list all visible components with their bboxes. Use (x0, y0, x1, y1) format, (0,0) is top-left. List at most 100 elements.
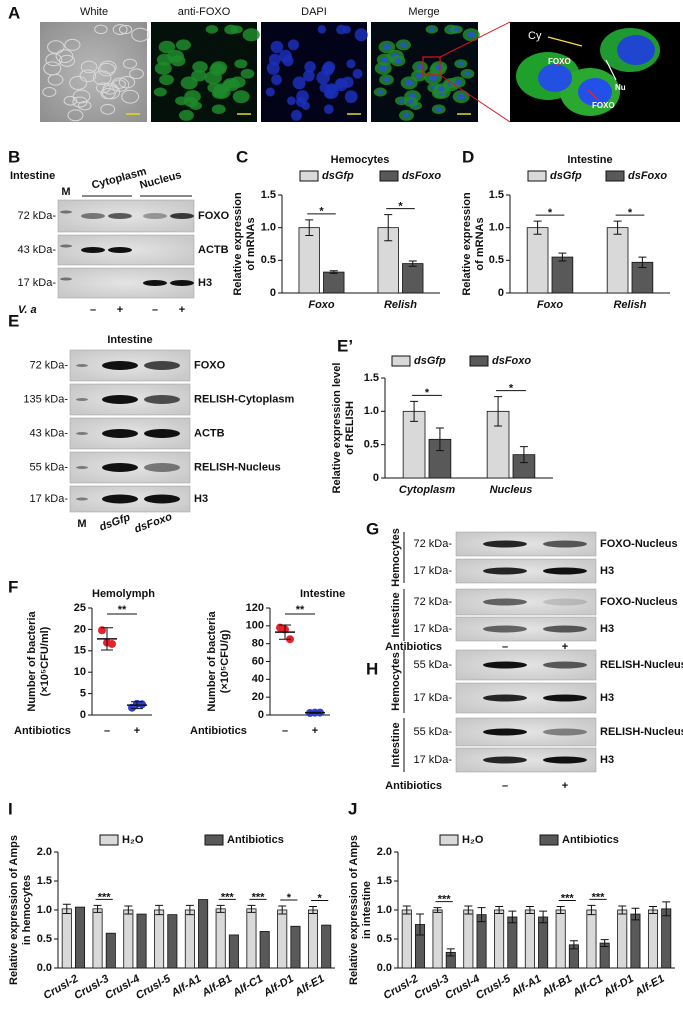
x-tick-label: Crusl-3 (412, 973, 451, 1002)
cell (67, 109, 84, 122)
band (102, 361, 138, 370)
y-tick-label: 25 (74, 602, 86, 614)
x-tick-label: Alf-C1 (230, 973, 265, 1000)
error-bar (587, 904, 596, 916)
band (170, 280, 194, 286)
cell (55, 49, 74, 64)
y-axis-label: Relative expression (461, 192, 473, 296)
cell (112, 24, 128, 36)
bar (307, 909, 319, 969)
error-bar (309, 711, 321, 714)
y-tick-label: 0.0 (377, 962, 392, 974)
legend-label: H₂O (122, 834, 144, 846)
band (143, 213, 167, 219)
error-bar (101, 627, 113, 651)
band-label: RELISH-Nucleus (600, 726, 683, 738)
legend-label: dsFoxo (402, 170, 441, 182)
bar (136, 913, 147, 969)
error-bar (216, 904, 225, 913)
cell (69, 75, 88, 90)
cell (95, 82, 111, 94)
marker-label: 17 kDa- (413, 754, 452, 766)
nucleus (454, 79, 462, 86)
band-label: RELISH-Nucleus (600, 659, 683, 671)
legend-swatch (391, 355, 411, 367)
bar (526, 227, 549, 294)
band (102, 429, 138, 438)
nucleus (403, 112, 410, 119)
marker-label: 43 kDa- (17, 244, 56, 256)
y-axis-label: of RELISH (344, 401, 356, 455)
bar (92, 908, 103, 969)
image-title: Merge (408, 6, 439, 18)
error-bar (600, 939, 609, 948)
chart-title: Hemocytes (331, 154, 390, 166)
bar (647, 909, 659, 969)
treatment-label: V. a (18, 304, 37, 316)
y-tick-label: 1.5 (364, 372, 379, 384)
legend-label: dsGfp (550, 170, 582, 182)
panel-label: A (8, 3, 20, 22)
cell (344, 90, 358, 104)
error-bar (519, 446, 528, 464)
x-tick-label: Alf-D1 (261, 973, 296, 1000)
significance-label: * (425, 387, 430, 399)
y-tick-label: 2.0 (37, 846, 52, 858)
legend-swatch (204, 834, 224, 846)
cell (94, 24, 108, 35)
panel-label: I (8, 799, 13, 818)
legend-swatch (539, 834, 559, 846)
significance-label: *** (252, 891, 266, 903)
x-tick-label: Alf-D1 (601, 973, 636, 1000)
cell (352, 68, 363, 79)
bar (323, 271, 345, 294)
error-bar (131, 701, 143, 710)
panel-label: E (8, 311, 19, 330)
y-tick-label: 1.0 (261, 222, 276, 234)
band (543, 694, 587, 702)
tissue-label: Intestine (390, 722, 402, 767)
band-label: H3 (600, 623, 614, 635)
band (76, 497, 88, 501)
cell (129, 68, 144, 80)
bar (167, 914, 178, 969)
x-axis-label: Antibiotics (190, 725, 247, 737)
band (144, 463, 180, 472)
y-tick-label: 1.5 (377, 875, 392, 887)
x-tick-label: Cytoplasm (399, 484, 455, 496)
cell (287, 39, 299, 51)
cell (234, 59, 248, 69)
legend-swatch (379, 170, 399, 182)
x-tick-label: Nucleus (490, 484, 533, 496)
x-tick-label: Crusl-2 (42, 973, 81, 1002)
legend-label: dsFoxo (628, 170, 667, 182)
band (144, 429, 180, 438)
error-bar (558, 252, 567, 262)
cell (265, 87, 275, 97)
cell (118, 24, 133, 35)
band (170, 213, 194, 219)
band (144, 361, 180, 370)
marker-label: 17 kDa- (17, 277, 56, 289)
x-tick-label: + (312, 725, 318, 737)
y-tick-label: 2.0 (377, 846, 392, 858)
bar (551, 256, 574, 294)
cell (97, 62, 116, 77)
inset-label: FOXO (548, 57, 571, 66)
inset-label: Nu (615, 83, 626, 92)
y-tick-label: 120 (246, 602, 264, 614)
cell (80, 60, 98, 74)
y-tick-label: 20 (74, 623, 86, 635)
cell (290, 109, 302, 121)
y-tick-label: 0 (373, 472, 379, 484)
cell (323, 104, 334, 115)
nucleus (407, 99, 414, 105)
legend-swatch (439, 834, 459, 846)
band-label: ACTB (194, 427, 225, 439)
y-tick-label: 0.5 (489, 254, 504, 266)
bar (198, 899, 209, 969)
y-tick-label: 5 (80, 688, 86, 700)
legend-label: Antibiotics (227, 834, 284, 846)
tissue-label: Intestine (390, 592, 402, 637)
